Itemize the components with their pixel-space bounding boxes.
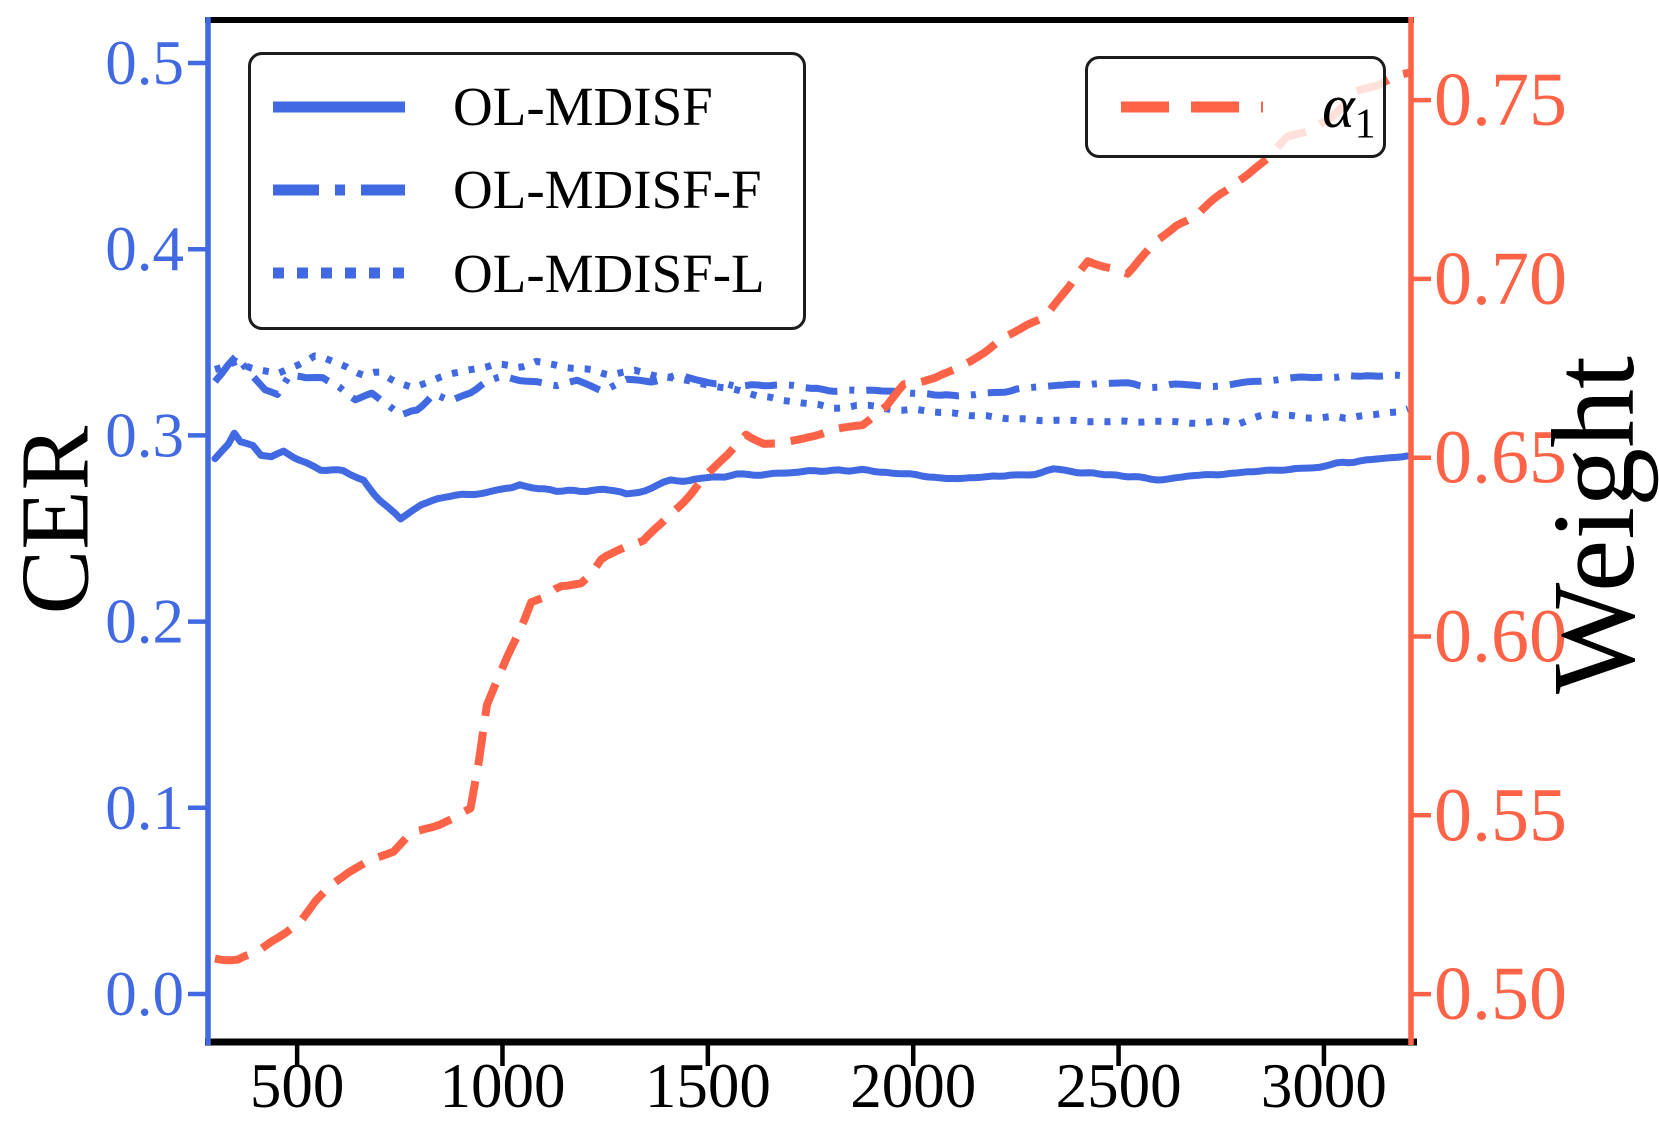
y-left-tick-label: 0.0 bbox=[105, 959, 184, 1029]
y-right-axis-title: Weight bbox=[1528, 356, 1659, 694]
legend-models: OL-MDISF OL-MDISF-F OL-MDISF-L bbox=[248, 52, 806, 330]
x-tick-label: 1000 bbox=[439, 1051, 565, 1121]
legend-alpha: α1 bbox=[1085, 56, 1386, 158]
y-left-axis-title: CER bbox=[1, 425, 109, 615]
y-right-tick-label: 0.50 bbox=[1434, 952, 1567, 1036]
series-ol-mdisf-f-line bbox=[212, 352, 1409, 419]
y-right-tick-label: 0.60 bbox=[1434, 594, 1567, 678]
y-right-tick-label: 0.75 bbox=[1434, 58, 1567, 142]
y-left-tick-label: 0.3 bbox=[105, 400, 184, 470]
legend-label-ol-mdisf: OL-MDISF bbox=[453, 76, 713, 138]
legend-dashdot-line-sample bbox=[273, 184, 405, 196]
x-tick-label: 3000 bbox=[1261, 1051, 1387, 1121]
x-tick-label: 1500 bbox=[645, 1051, 771, 1121]
y-left-tick-label: 0.5 bbox=[105, 28, 184, 98]
legend-label-ol-mdisf-l: OL-MDISF-L bbox=[453, 242, 765, 304]
y-right-tick-label: 0.70 bbox=[1434, 237, 1567, 321]
legend-entry-ol-mdisf-f: OL-MDISF-F bbox=[269, 162, 803, 217]
y-right-tick-label: 0.55 bbox=[1434, 773, 1567, 857]
x-tick-label: 2500 bbox=[1056, 1051, 1182, 1121]
series-ol-mdisf-line bbox=[211, 429, 1412, 523]
y-left-tick-label: 0.1 bbox=[105, 773, 184, 843]
y-left-tick-label: 0.2 bbox=[105, 587, 184, 657]
series-alpha-1-line bbox=[214, 68, 1411, 965]
legend-label-ol-mdisf-f: OL-MDISF-F bbox=[453, 159, 762, 221]
x-tick-label: 2000 bbox=[850, 1051, 976, 1121]
legend-dotted-line-sample bbox=[273, 267, 405, 279]
legend-label-alpha-1: α1 bbox=[1322, 73, 1376, 146]
alpha-symbol: α bbox=[1322, 73, 1355, 141]
legend-entry-ol-mdisf-l: OL-MDISF-L bbox=[269, 246, 803, 301]
alpha-subscript: 1 bbox=[1354, 101, 1376, 148]
series-ol-mdisf-l-line bbox=[213, 352, 1410, 428]
legend-solid-line-sample bbox=[273, 101, 405, 113]
legend-dashed-line-sample bbox=[1121, 101, 1264, 113]
legend-entry-ol-mdisf: OL-MDISF bbox=[269, 79, 803, 134]
x-tick-label: 500 bbox=[250, 1051, 345, 1121]
y-right-tick-label: 0.65 bbox=[1434, 416, 1567, 500]
y-left-tick-label: 0.4 bbox=[105, 214, 184, 284]
